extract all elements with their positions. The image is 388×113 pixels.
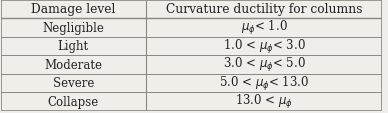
Text: Negligible: Negligible	[42, 22, 104, 35]
Text: 13.0 < $\mu_\phi$: 13.0 < $\mu_\phi$	[235, 93, 293, 110]
Text: Severe: Severe	[52, 77, 94, 90]
Text: 5.0 < $\mu_\phi$< 13.0: 5.0 < $\mu_\phi$< 13.0	[219, 74, 309, 92]
Text: Damage level: Damage level	[31, 3, 115, 16]
Text: 3.0 < $\mu_\phi$< 5.0: 3.0 < $\mu_\phi$< 5.0	[223, 56, 305, 74]
Text: Curvature ductility for columns: Curvature ductility for columns	[166, 3, 362, 16]
Text: Collapse: Collapse	[48, 95, 99, 108]
Text: 1.0 < $\mu_\phi$< 3.0: 1.0 < $\mu_\phi$< 3.0	[223, 38, 305, 55]
Text: Moderate: Moderate	[44, 58, 102, 71]
Text: Light: Light	[58, 40, 89, 53]
Text: $\mu_\phi$< 1.0: $\mu_\phi$< 1.0	[241, 19, 288, 37]
